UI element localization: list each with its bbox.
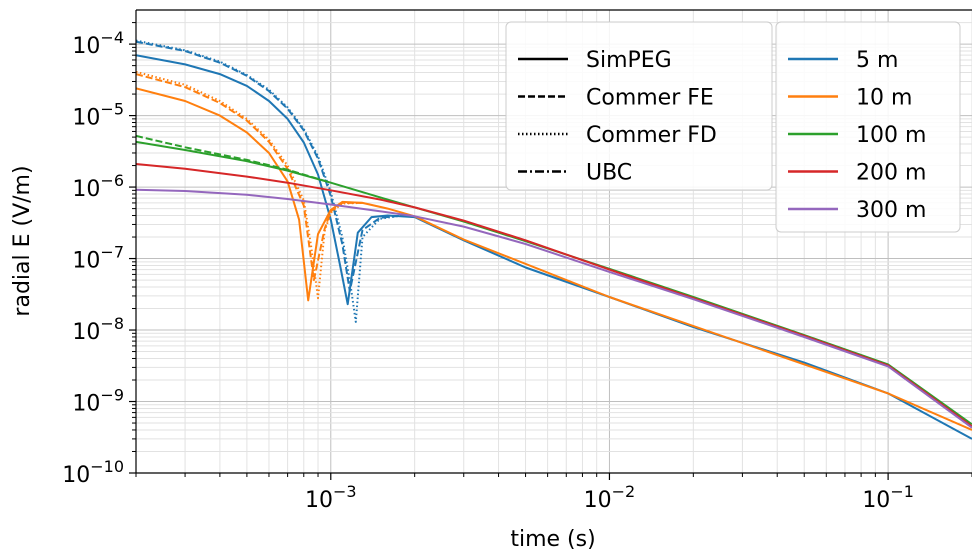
series-line-10m-simpeg xyxy=(136,87,972,431)
y-tick-label: 10−7 xyxy=(72,243,124,274)
y-tick-label: 10−10 xyxy=(62,457,124,488)
legend-label: 200 m xyxy=(856,161,926,186)
legend-label: 100 m xyxy=(856,123,926,148)
legend-offsets: 5 m 10 m 100 m 200 m 300 m xyxy=(775,21,961,233)
legend-label: SimPEG xyxy=(586,48,672,73)
legend-label: Commer FE xyxy=(586,86,714,111)
legend-label: Commer FD xyxy=(586,123,717,148)
x-tick-label: 10−2 xyxy=(584,482,636,513)
legend-box xyxy=(505,21,773,191)
y-tick-label: 10−4 xyxy=(72,28,124,59)
series-line-10m-commer-fe xyxy=(136,73,363,282)
y-tick-label: 10−9 xyxy=(72,386,124,417)
series-line-100m-commer-fe xyxy=(136,134,332,184)
legend-label: UBC xyxy=(586,161,632,186)
legend-methods: SimPEG Commer FE Commer FD UBC xyxy=(505,21,773,191)
series-line-300m-simpeg xyxy=(136,188,972,429)
series-line-200m-simpeg xyxy=(136,163,972,428)
legend-label: 5 m xyxy=(856,48,898,73)
legend-label: 300 m xyxy=(856,198,926,223)
x-axis-label: time (s) xyxy=(510,527,595,552)
legend-box xyxy=(775,21,961,233)
series-lines xyxy=(136,39,972,440)
y-axis-label: radial E (V/m) xyxy=(10,165,35,316)
y-tick-labels: 10−10 10−9 10−8 10−7 10−6 10−5 10−4 xyxy=(62,28,124,488)
legend-label: 10 m xyxy=(856,86,912,111)
x-tick-label: 10−3 xyxy=(305,482,357,513)
y-tick-label: 10−6 xyxy=(72,171,124,202)
plot-frame xyxy=(129,9,972,480)
y-tick-label: 10−8 xyxy=(72,314,124,345)
y-tick-label: 10−5 xyxy=(72,100,124,131)
x-tick-label: 10−1 xyxy=(862,482,914,513)
x-tick-labels: 10−3 10−2 10−1 xyxy=(305,482,914,513)
series-line-10m-commer-fd xyxy=(136,70,363,300)
